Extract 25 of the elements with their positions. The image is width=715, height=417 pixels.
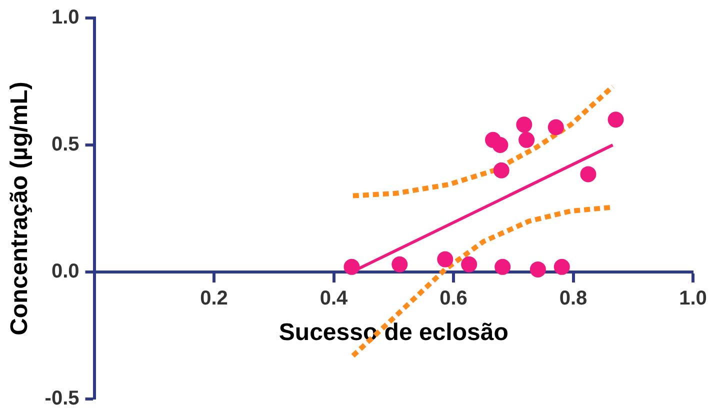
- x-axis-title: Sucesso de eclosão: [278, 319, 508, 346]
- point: [437, 251, 454, 268]
- point: [548, 119, 564, 136]
- y-tick-label: 0.5: [51, 134, 80, 156]
- x-tick-label: 0.4: [320, 288, 349, 310]
- point: [461, 256, 478, 272]
- y-axis-title: Concentração (µg/mL): [6, 82, 34, 336]
- point: [608, 112, 624, 128]
- point: [494, 258, 511, 275]
- point: [493, 162, 510, 178]
- point: [344, 258, 360, 275]
- point: [518, 132, 535, 148]
- y-tick-label: 0.0: [51, 260, 80, 283]
- point: [530, 261, 546, 278]
- point: [580, 166, 596, 182]
- point: [392, 256, 408, 272]
- x-tick-label: 0.8: [559, 288, 588, 310]
- x-tick-label: 0.6: [440, 288, 468, 310]
- point: [554, 258, 570, 275]
- y-tick-label: -0.5: [44, 388, 80, 410]
- x-tick-label: 1.0: [679, 288, 707, 310]
- y-tick-label: 1.0: [51, 6, 80, 29]
- point: [516, 116, 532, 133]
- point: [492, 137, 508, 153]
- x-tick-label: 0.2: [200, 288, 228, 310]
